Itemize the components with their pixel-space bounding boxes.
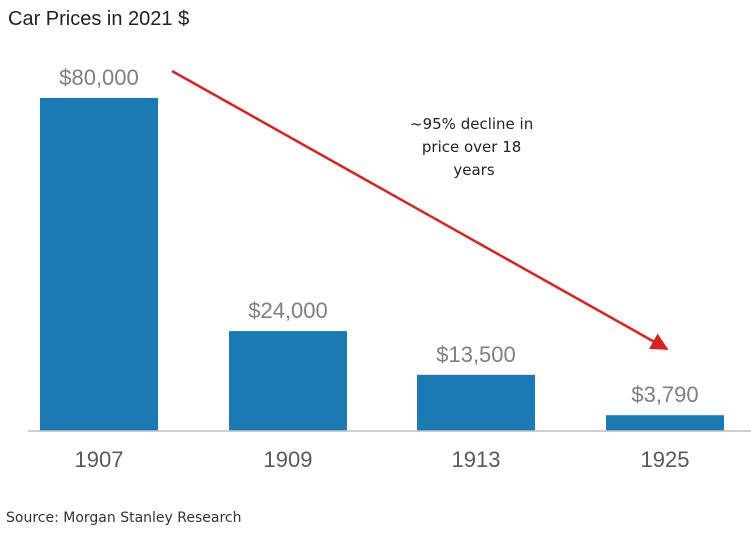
annotation-line-2: price over 18 (422, 138, 521, 156)
category-label-1913: 1913 (452, 447, 501, 472)
chart-title: Car Prices in 2021 $ (8, 8, 189, 30)
value-label-1925: $3,790 (631, 382, 698, 407)
bar-1909 (229, 331, 347, 431)
category-label-1907: 1907 (75, 447, 124, 472)
value-label-1913: $13,500 (436, 342, 516, 367)
value-labels-group: $80,000 $24,000 $13,500 $3,790 (59, 65, 698, 407)
bar-1913 (417, 374, 535, 431)
category-label-1925: 1925 (641, 447, 690, 472)
annotation-line-3: years (453, 161, 494, 179)
category-labels-group: 1907 1909 1913 1925 (75, 447, 690, 472)
decline-arrow (171, 69, 669, 351)
bar-1907 (40, 98, 158, 431)
value-label-1909: $24,000 (248, 298, 328, 323)
bar-1925 (606, 415, 724, 431)
source-note: Source: Morgan Stanley Research (6, 510, 241, 526)
annotation-line-1: ~95% decline in (410, 115, 533, 133)
category-label-1909: 1909 (264, 447, 313, 472)
value-label-1907: $80,000 (59, 65, 139, 90)
bars-group (40, 98, 724, 431)
decline-annotation: ~95% decline in price over 18 years (410, 115, 538, 179)
